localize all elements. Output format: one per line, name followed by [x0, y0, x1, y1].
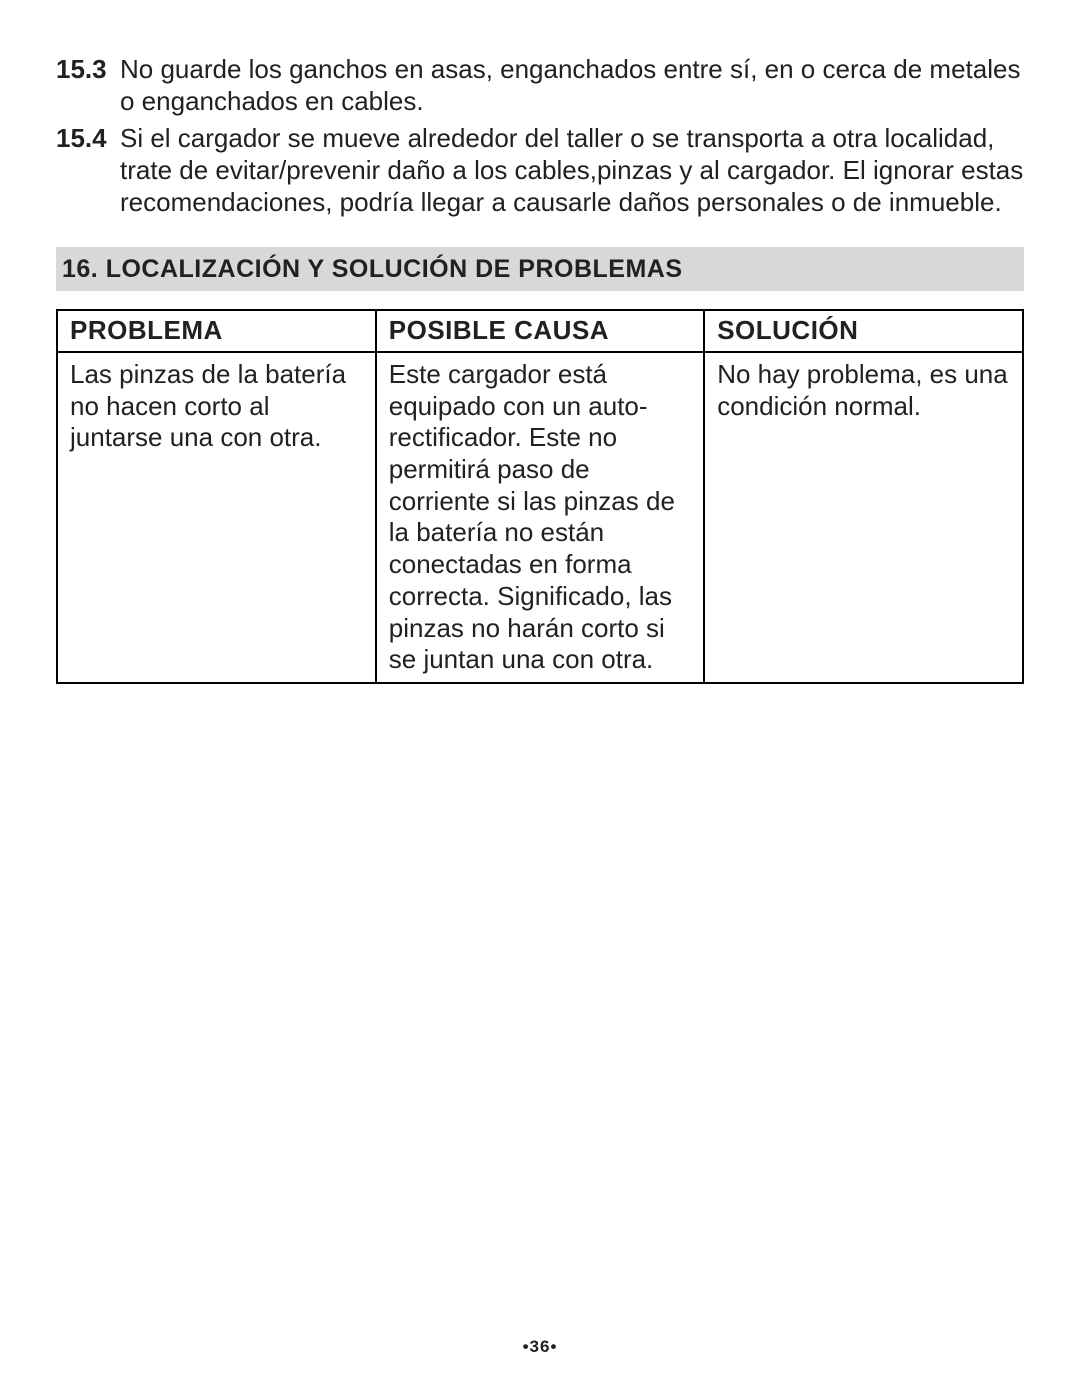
table-header-cell: PROBLEMA — [57, 310, 376, 352]
table-header-row: PROBLEMA POSIBLE CAUSA SOLUCIÓN — [57, 310, 1023, 352]
document-page: 15.3 No guarde los ganchos en asas, enga… — [0, 0, 1080, 684]
section-heading: 16. LOCALIZACIÓN Y SOLUCIÓN DE PROBLEMAS — [56, 247, 1024, 292]
item-number: 15.3 — [56, 54, 120, 117]
table-header-cell: SOLUCIÓN — [704, 310, 1023, 352]
list-item: 15.3 No guarde los ganchos en asas, enga… — [56, 54, 1024, 117]
list-item: 15.4 Si el cargador se mueve alrededor d… — [56, 123, 1024, 218]
table-cell: Las pinzas de la batería no hacen corto … — [57, 352, 376, 683]
table-cell: Este cargador está equipado con un auto-… — [376, 352, 704, 683]
troubleshooting-table: PROBLEMA POSIBLE CAUSA SOLUCIÓN Las pinz… — [56, 309, 1024, 684]
page-number: •36• — [0, 1337, 1080, 1357]
item-number: 15.4 — [56, 123, 120, 218]
table-row: Las pinzas de la batería no hacen corto … — [57, 352, 1023, 683]
table-cell: No hay problema, es una condición normal… — [704, 352, 1023, 683]
table-header-cell: POSIBLE CAUSA — [376, 310, 704, 352]
item-text: Si el cargador se mueve alrededor del ta… — [120, 123, 1024, 218]
item-text: No guarde los ganchos en asas, enganchad… — [120, 54, 1024, 117]
